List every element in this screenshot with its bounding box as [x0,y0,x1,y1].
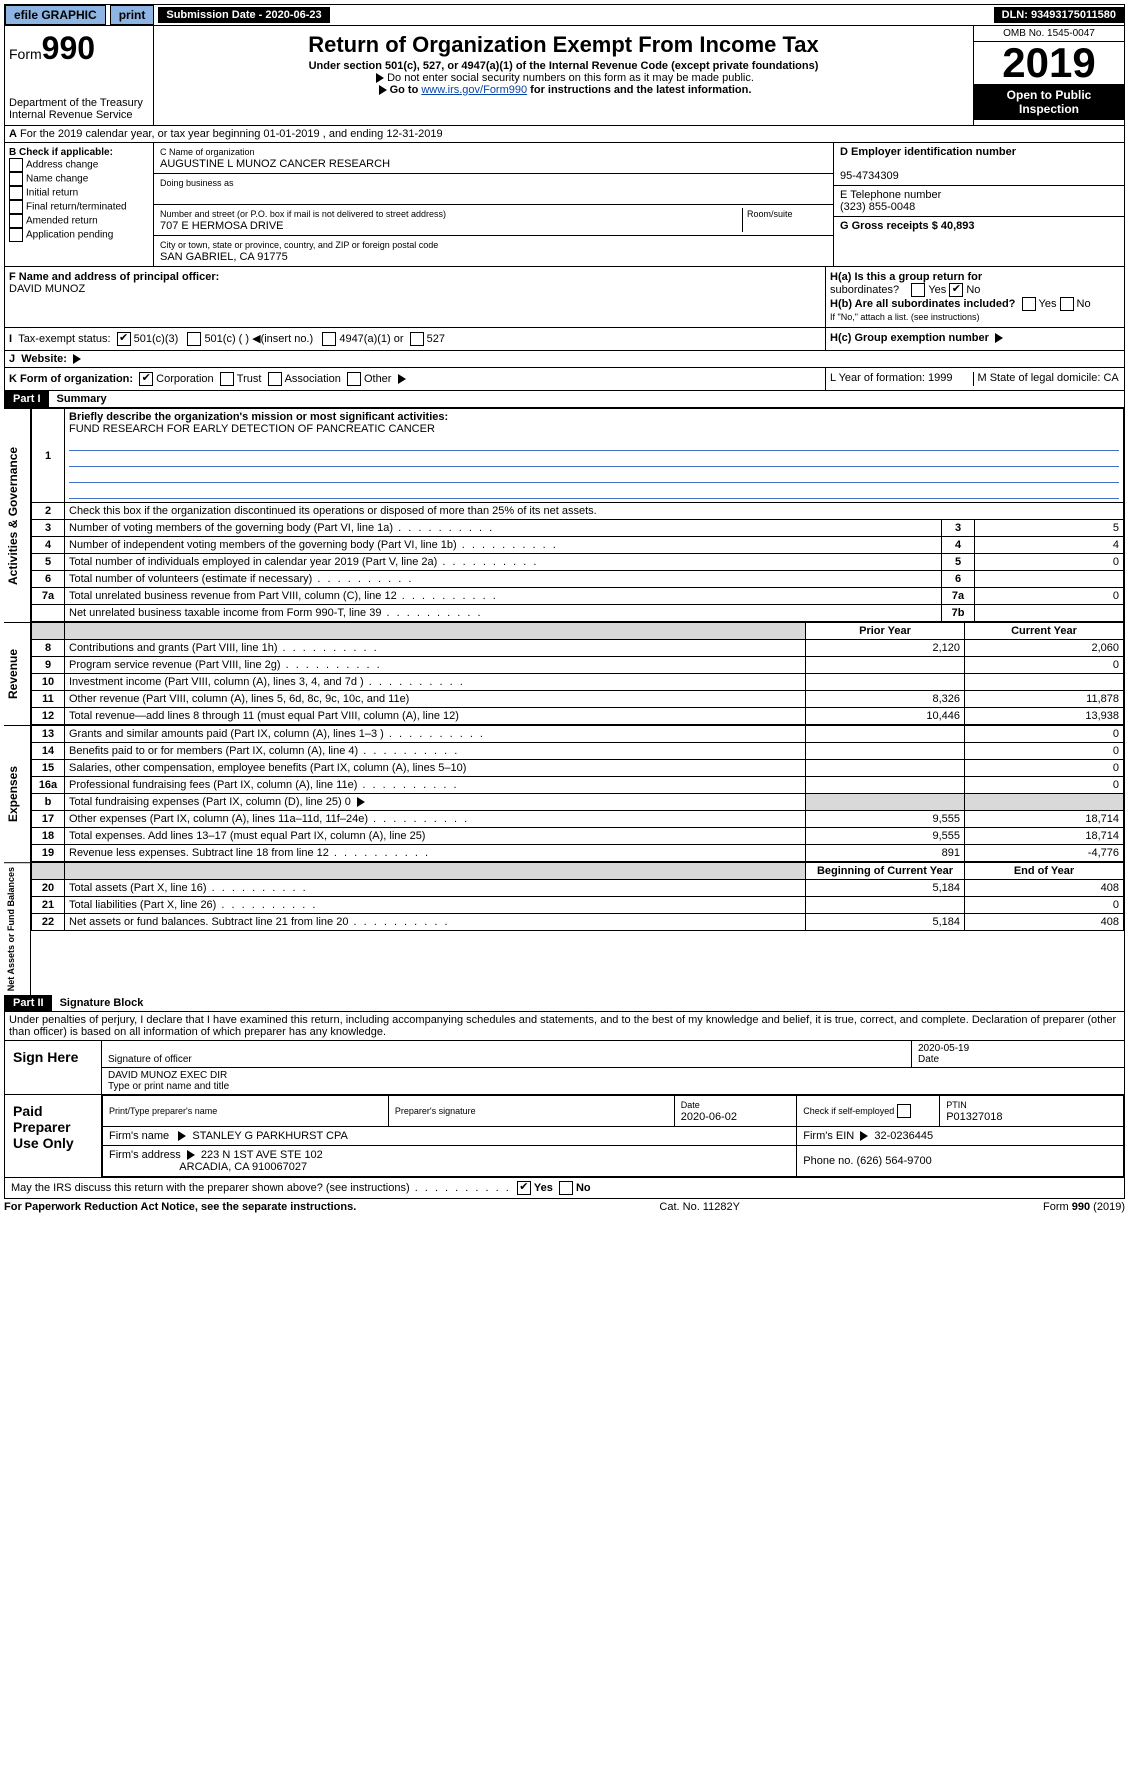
checkbox-icon[interactable] [9,172,23,186]
sign-here: Sign Here Signature of officer 2020-05-1… [4,1041,1125,1095]
checkbox-icon[interactable] [897,1104,911,1118]
row-k: K Form of organization: ✔Corporation Tru… [4,368,1125,391]
summary-table: 1Briefly describe the organization's mis… [31,408,1124,622]
checkbox-icon[interactable] [9,214,23,228]
triangle-icon [73,354,81,364]
gross-receipts: G Gross receipts $ 40,893 [840,220,975,232]
subtitle-3: Go to www.irs.gov/Form990 for instructio… [158,84,969,96]
checkbox-icon[interactable] [268,372,282,386]
paid-preparer: Paid Preparer Use Only Print/Type prepar… [4,1095,1125,1178]
mission: FUND RESEARCH FOR EARLY DETECTION OF PAN… [69,423,435,435]
firm-ein: 32-0236445 [874,1130,933,1142]
activities-label: Activities & Governance [4,408,31,622]
triangle-icon [860,1131,868,1141]
revenue-table: Prior YearCurrent Year 8Contributions an… [31,622,1124,725]
org-address: 707 E HERMOSA DRIVE [160,220,284,232]
checkbox-icon[interactable]: ✔ [517,1181,531,1195]
ein: 95-4734309 [840,170,899,182]
checkbox-icon[interactable] [1060,297,1074,311]
netassets-label: Net Assets or Fund Balances [4,862,31,995]
checkbox-icon[interactable]: ✔ [117,332,131,346]
checkbox-icon[interactable] [9,228,23,242]
netassets-table: Beginning of Current YearEnd of Year 20T… [31,862,1124,931]
triangle-icon [379,85,387,95]
triangle-icon [376,73,384,83]
print-button[interactable]: print [110,5,155,25]
checkbox-icon[interactable]: ✔ [139,372,153,386]
triangle-icon [357,797,365,807]
form-header: Form990 Department of the Treasury Inter… [4,26,1125,126]
row-a: A For the 2019 calendar year, or tax yea… [4,126,1125,143]
state-domicile: M State of legal domicile: CA [974,372,1121,386]
firm-name: STANLEY G PARKHURST CPA [192,1130,347,1142]
firm-phone: (626) 564-9700 [856,1155,931,1167]
checkbox-icon[interactable] [322,332,336,346]
officer-name: DAVID MUNOZ [9,283,85,295]
box-b: B Check if applicable: Address change Na… [5,143,154,266]
checkbox-icon[interactable] [220,372,234,386]
subtitle-2: Do not enter social security numbers on … [158,72,969,84]
checkbox-icon[interactable] [9,186,23,200]
triangle-icon [995,333,1003,343]
efile-button[interactable]: efile GRAPHIC [5,5,106,25]
year-formation: L Year of formation: 1999 [830,372,974,386]
dept-treasury: Department of the Treasury [9,97,149,109]
box-h: H(a) Is this a group return forsubordina… [826,267,1124,327]
org-city: SAN GABRIEL, CA 91775 [160,251,288,263]
checkbox-icon[interactable] [1022,297,1036,311]
form-number: Form990 [9,30,149,67]
signer-name: DAVID MUNOZ EXEC DIR [108,1070,227,1081]
checkbox-icon[interactable] [911,283,925,297]
ptin: P01327018 [946,1111,1002,1123]
row-fh: F Name and address of principal officer:… [4,267,1125,328]
dln: DLN: 93493175011580 [994,7,1124,23]
prep-date: 2020-06-02 [681,1111,737,1123]
expenses-label: Expenses [4,725,31,862]
expenses-table: 13Grants and similar amounts paid (Part … [31,725,1124,862]
box-c: C Name of organizationAUGUSTINE L MUNOZ … [154,143,833,266]
firm-addr1: 223 N 1ST AVE STE 102 [201,1149,323,1161]
open-public: Open to PublicInspection [974,84,1124,120]
part1-header: Part ISummary [4,391,1125,408]
tax-year: 2019 [974,42,1124,84]
submission-date: Submission Date - 2020-06-23 [158,7,329,23]
phone: (323) 855-0048 [840,201,915,213]
irs-label: Internal Revenue Service [9,109,149,121]
org-name: AUGUSTINE L MUNOZ CANCER RESEARCH [160,158,390,170]
form-title: Return of Organization Exempt From Incom… [158,32,969,58]
part2-header: Part IISignature Block [4,995,1125,1012]
irs-link[interactable]: www.irs.gov/Form990 [421,84,527,96]
row-j: J Website: [4,351,1125,368]
discuss-row: May the IRS discuss this return with the… [4,1178,1125,1199]
checkbox-icon[interactable] [559,1181,573,1195]
top-bar: efile GRAPHIC print Submission Date - 20… [4,4,1125,26]
triangle-icon [398,374,406,384]
triangle-icon [187,1150,195,1160]
perjury-text: Under penalties of perjury, I declare th… [4,1012,1125,1041]
checkbox-icon[interactable] [9,158,23,172]
checkbox-icon[interactable]: ✔ [949,283,963,297]
checkbox-icon[interactable] [410,332,424,346]
checkbox-icon[interactable] [347,372,361,386]
checkbox-icon[interactable] [187,332,201,346]
sign-date: 2020-05-19 [918,1043,969,1054]
subtitle-1: Under section 501(c), 527, or 4947(a)(1)… [158,60,969,72]
triangle-icon [178,1131,186,1141]
info-grid: B Check if applicable: Address change Na… [4,143,1125,267]
checkbox-icon[interactable] [9,200,23,214]
row-ij: I Tax-exempt status: ✔501(c)(3) 501(c) (… [4,328,1125,351]
revenue-label: Revenue [4,622,31,725]
firm-addr2: ARCADIA, CA 910067027 [179,1161,307,1173]
footer: For Paperwork Reduction Act Notice, see … [4,1199,1125,1215]
